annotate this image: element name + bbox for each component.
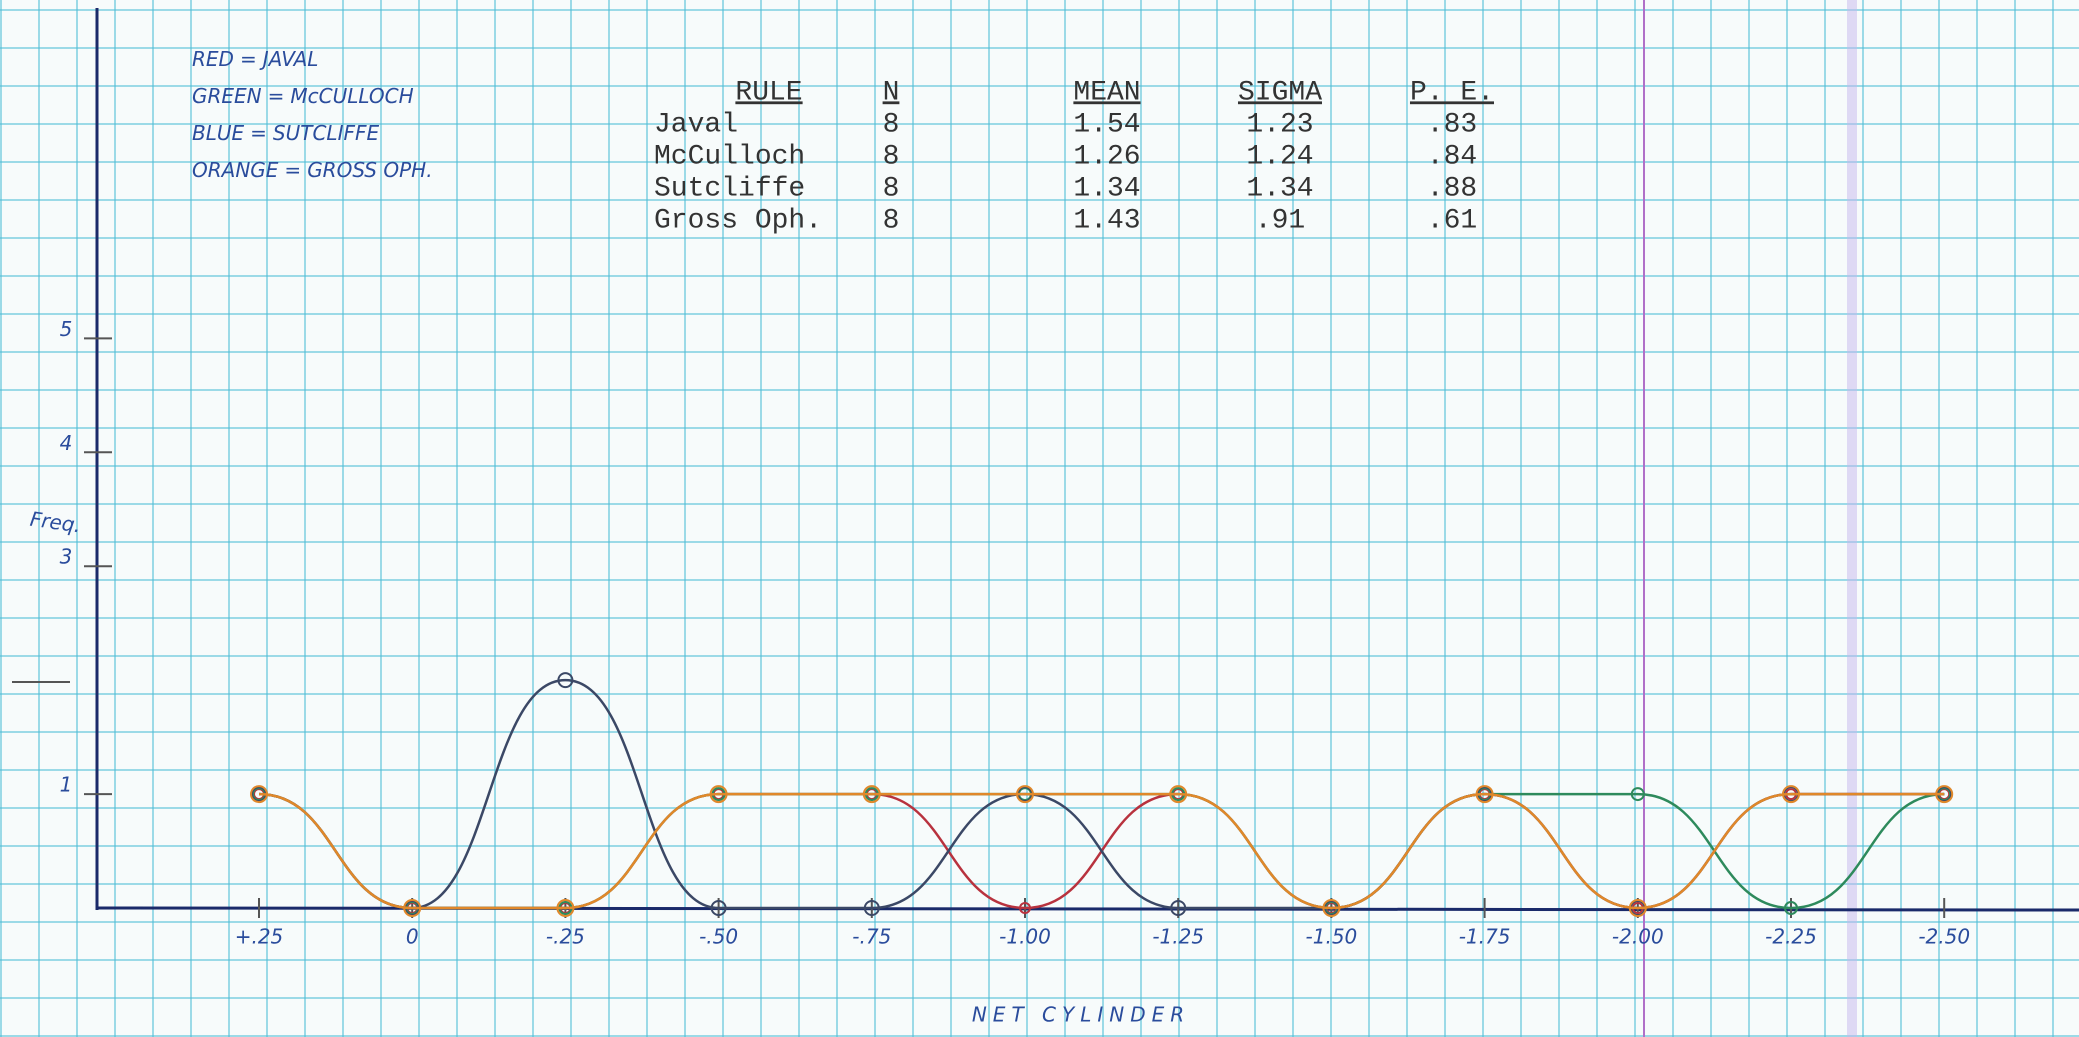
table-header: MEAN [1073,77,1140,108]
legend-entry: ORANGE=GROSS OPH. [192,158,433,182]
table-cell: 8 [883,141,900,172]
legend-entry: RED=JAVAL [192,47,318,71]
legend-entry: BLUE=SUTCLIFFE [192,121,379,145]
table-cell: 1.24 [1246,141,1313,172]
chart: Freq. NET CYLINDER 1 3 4 5 +.25 0 -.25 -.50 -.75… [0,0,2079,1037]
table-cell: 1.43 [1073,205,1140,236]
legend-name: SUTCLIFFE [273,121,380,145]
table-cell: 1.34 [1246,173,1313,204]
table-cell: .91 [1255,205,1305,236]
legend-name: McCULLOCH [290,84,413,108]
table-cell: 8 [883,205,900,236]
table-header: SIGMA [1238,77,1322,108]
table-cell: .84 [1427,141,1477,172]
y-tick-label: 3 [60,545,73,569]
legend-sep: = [284,158,301,182]
x-tick-label: -1.00 [999,925,1051,949]
graph-paper: Freq. NET CYLINDER 1 3 4 5 +.25 0 -.25 -.50 -.75… [0,0,2079,1037]
legend-name: GROSS OPH. [307,158,432,182]
y-tick-label: 5 [60,317,73,341]
x-tick-label: -1.25 [1152,925,1204,949]
y-tick-label: 1 [60,773,73,797]
table-header: N [883,77,900,108]
table-cell: 1.34 [1073,173,1140,204]
table-cell: .83 [1427,109,1477,140]
table-cell: .88 [1427,173,1477,204]
table-cell: .61 [1427,205,1477,236]
legend-entry: GREEN=McCULLOCH [192,84,414,108]
legend-color: GREEN [192,84,262,108]
x-tick-label: -.25 [546,925,585,949]
x-tick-label: 0 [406,925,419,949]
x-tick-label: -2.00 [1612,925,1664,949]
table-header: P. E. [1410,77,1494,108]
table-cell: 1.23 [1246,109,1313,140]
x-tick-label: -2.25 [1765,925,1817,949]
y-tick-label: 4 [60,431,73,455]
table-cell: McCulloch [654,141,805,172]
table-cell: 8 [883,109,900,140]
x-tick-label: +.25 [235,925,284,949]
legend-sep: = [250,121,267,145]
table-cell: 8 [883,173,900,204]
legend-name: JAVAL [259,47,319,71]
table-header: RULE [735,77,802,108]
legend-color: BLUE [192,121,245,145]
table-cell: Javal [654,109,738,140]
legend-sep: = [268,84,285,108]
x-tick-label: -1.75 [1459,925,1511,949]
legend-sep: = [240,47,257,71]
x-tick-label: -.50 [699,925,738,949]
x-axis-label: NET CYLINDER [972,1003,1190,1027]
x-tick-label: -.75 [852,925,891,949]
y-axis-label: Freq. [29,507,83,538]
table-cell: 1.26 [1073,141,1140,172]
x-tick-label: -1.50 [1306,925,1358,949]
table-cell: 1.54 [1073,109,1140,140]
table-cell: Sutcliffe [654,173,805,204]
legend-color: RED [192,47,234,71]
x-tick-label: -2.50 [1918,925,1970,949]
legend-color: ORANGE [192,158,279,182]
table-cell: Gross Oph. [654,205,822,236]
